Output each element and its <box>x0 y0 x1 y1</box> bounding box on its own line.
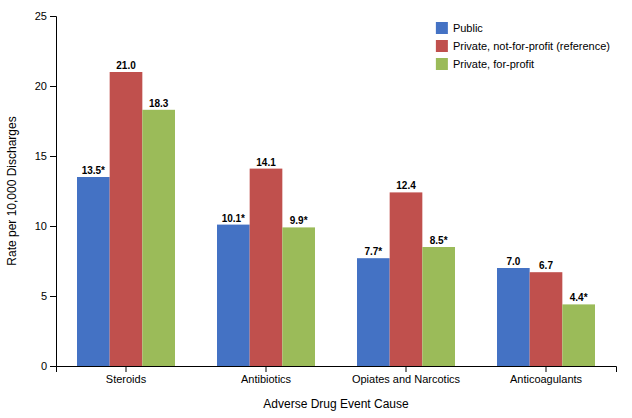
y-tick-label: 20 <box>35 80 47 92</box>
y-axis-title: Rate per 10,000 Discharges <box>5 116 19 265</box>
bar <box>422 247 455 366</box>
data-label: 21.0 <box>116 60 136 71</box>
data-label: 8.5* <box>430 235 448 246</box>
data-label: 6.7 <box>539 260 553 271</box>
data-label: 13.5* <box>82 165 105 176</box>
data-label: 10.1* <box>222 213 245 224</box>
x-tick-label: Opiates and Narcotics <box>352 373 461 385</box>
bar <box>562 304 595 366</box>
x-tick: Steroids <box>106 366 147 385</box>
plot: 13.5* 10.1* 7.7* 7.0 21.0 14.1 12.4 6.7 18.3 9.9*… <box>35 10 617 385</box>
y-tick: 15 <box>35 150 56 162</box>
legend-item: Private, not-for-profit (reference) <box>436 40 610 52</box>
x-tick-mark <box>546 366 547 372</box>
legend-label: Public <box>453 22 483 34</box>
bar <box>497 268 530 366</box>
data-label: 4.4* <box>570 292 588 303</box>
x-tick: Anticoagulants <box>510 366 583 385</box>
data-label: 7.7* <box>364 246 382 257</box>
bars <box>77 72 595 366</box>
y-tick-mark <box>50 86 56 87</box>
bar <box>282 227 315 366</box>
data-label: 18.3 <box>149 98 169 109</box>
x-tick: Antibiotics <box>241 366 292 385</box>
bar <box>77 177 110 366</box>
y-tick-mark <box>50 156 56 157</box>
y-tick-mark <box>50 16 56 17</box>
y-tick-label: 10 <box>35 220 47 232</box>
y-tick-label: 15 <box>35 150 47 162</box>
legend-swatch <box>436 58 448 70</box>
y-tick-label: 25 <box>35 10 47 22</box>
chart: 13.5* 10.1* 7.7* 7.0 21.0 14.1 12.4 6.7 18.3 9.9*… <box>0 0 632 418</box>
y-tick: 0 <box>41 360 56 372</box>
x-axis-line <box>57 367 617 373</box>
y-axis: 0 5 10 15 20 25 <box>35 10 57 372</box>
bar <box>110 72 143 366</box>
y-tick: 25 <box>35 10 56 22</box>
x-tick-label: Steroids <box>106 373 147 385</box>
bar <box>390 192 423 366</box>
x-tick-label: Antibiotics <box>241 373 292 385</box>
x-tick-mark <box>126 366 127 372</box>
series <box>142 110 595 366</box>
x-tick: Opiates and Narcotics <box>352 366 461 385</box>
y-tick-label: 0 <box>41 360 47 372</box>
legend-label: Private, not-for-profit (reference) <box>453 40 610 52</box>
x-tick-label: Anticoagulants <box>510 373 583 385</box>
bar <box>250 169 283 366</box>
x-tick-mark <box>406 366 407 372</box>
y-tick-mark <box>50 296 56 297</box>
data-label: 12.4 <box>396 180 416 191</box>
y-tick-label: 5 <box>41 290 47 302</box>
series <box>110 72 563 366</box>
bar <box>530 272 563 366</box>
data-label: 7.0 <box>506 256 520 267</box>
x-axis: Steroids Antibiotics Opiates and Narcotics… <box>57 366 617 385</box>
bar <box>217 225 250 366</box>
data-labels: 13.5* 10.1* 7.7* 7.0 21.0 14.1 12.4 6.7 18.3 9.9*… <box>82 60 588 303</box>
legend-swatch <box>436 22 448 34</box>
legend: Public Private, not-for-profit (reference… <box>436 22 610 70</box>
y-tick: 10 <box>35 220 56 232</box>
x-axis-title: Adverse Drug Event Cause <box>263 397 409 411</box>
legend-item: Public <box>436 22 483 34</box>
bar <box>357 258 390 366</box>
bar <box>142 110 175 366</box>
data-label: 9.9* <box>290 215 308 226</box>
data-label: 14.1 <box>256 157 276 168</box>
y-tick-mark <box>50 366 56 367</box>
y-tick: 20 <box>35 80 56 92</box>
y-tick-mark <box>50 226 56 227</box>
x-tick-mark <box>266 366 267 372</box>
legend-label: Private, for-profit <box>453 58 534 70</box>
y-axis-line <box>50 17 57 367</box>
y-tick: 5 <box>41 290 56 302</box>
legend-swatch <box>436 40 448 52</box>
legend-item: Private, for-profit <box>436 58 534 70</box>
